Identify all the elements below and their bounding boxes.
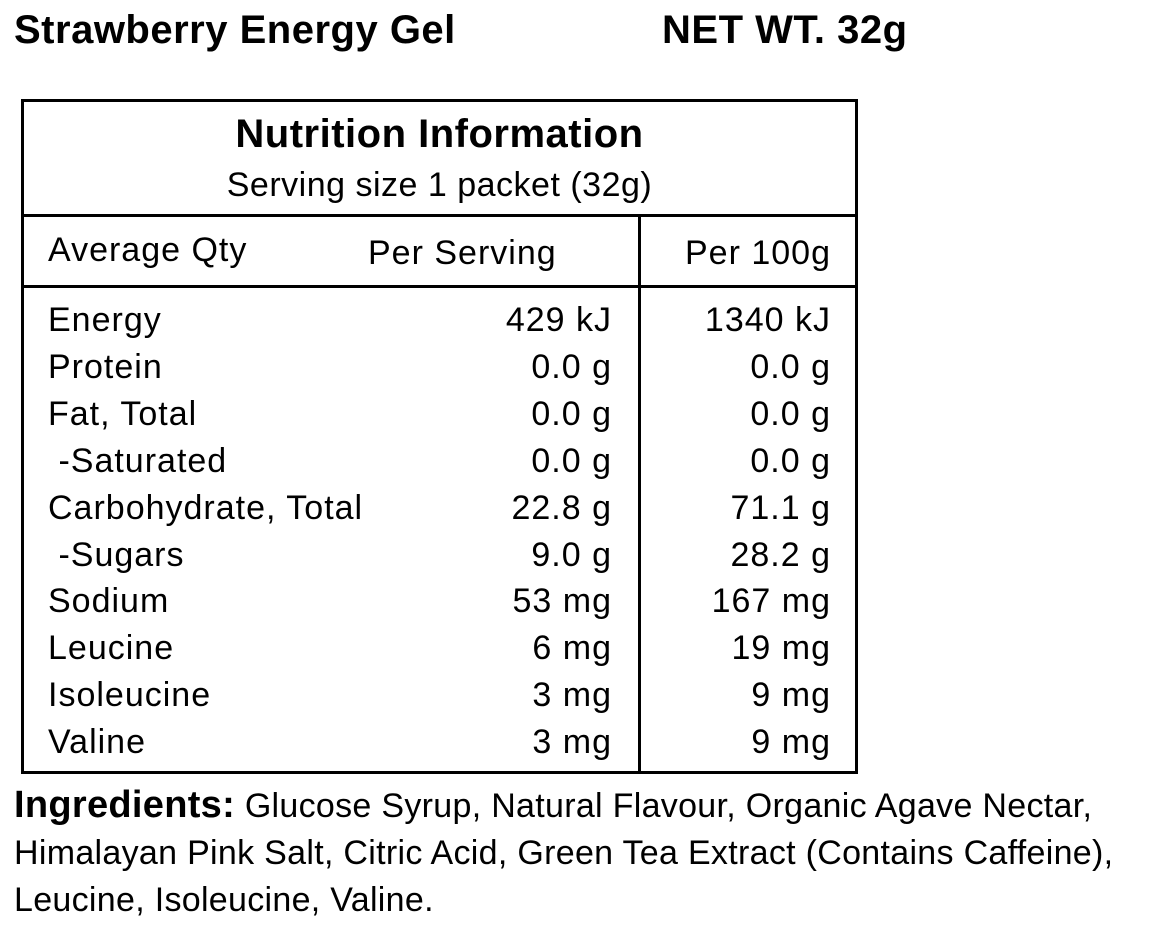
product-title: Strawberry Energy Gel xyxy=(14,8,456,52)
nutrient-name: -Sugars xyxy=(48,535,185,574)
column-header: Per Serving xyxy=(368,234,557,272)
nutrient-name: Energy xyxy=(48,301,162,339)
per-serving: 3 mg xyxy=(532,676,612,715)
nutrient-name: -Saturated xyxy=(48,441,228,480)
nutrient-name: Leucine xyxy=(48,629,175,668)
per-100g: 1340 kJ xyxy=(704,301,831,339)
column-header: Per 100g xyxy=(685,234,831,272)
per-serving: 6 mg xyxy=(532,629,612,668)
per-serving: 0.0 g xyxy=(531,394,612,433)
ingredients-label: Ingredients: xyxy=(14,784,236,826)
per-serving: 22.8 g xyxy=(511,488,612,527)
net-weight: NET WT. 32g xyxy=(662,8,908,52)
per-serving: 9.0 g xyxy=(531,535,612,574)
per-serving: 429 kJ xyxy=(505,301,612,339)
ingredients: Ingredients: Glucose Syrup, Natural Flav… xyxy=(14,782,1154,924)
per-100g: 0.0 g xyxy=(750,347,831,386)
divider xyxy=(24,285,855,288)
per-100g: 9 mg xyxy=(751,676,831,715)
per-100g: 0.0 g xyxy=(750,441,831,480)
per-100g: 19 mg xyxy=(731,629,831,668)
per-100g: 28.2 g xyxy=(730,535,831,574)
nutrient-name: Valine xyxy=(48,723,146,762)
nutrient-name: Isoleucine xyxy=(48,676,212,715)
per-100g: 167 mg xyxy=(711,582,831,621)
nutrient-name: Carbohydrate, Total xyxy=(48,488,364,527)
per-100g: 9 mg xyxy=(751,723,831,762)
divider xyxy=(24,214,855,217)
per-serving: 3 mg xyxy=(532,723,612,762)
ingredients-text: Glucose Syrup, Natural Flavour, Organic … xyxy=(14,787,1114,919)
per-100g: 71.1 g xyxy=(730,488,831,527)
per-serving: 53 mg xyxy=(512,582,612,621)
per-serving: 0.0 g xyxy=(531,441,612,480)
per-serving: 0.0 g xyxy=(531,347,612,386)
nutrient-name: Sodium xyxy=(48,582,170,621)
nutrient-name: Fat, Total xyxy=(48,394,198,433)
per-100g: 0.0 g xyxy=(750,394,831,433)
nutrient-name: Protein xyxy=(48,347,163,386)
nutrition-panel: Nutrition Information Serving size 1 pac… xyxy=(21,99,858,774)
serving-size: Serving size 1 packet (32g) xyxy=(226,166,653,204)
panel-title: Nutrition Information xyxy=(235,112,644,156)
column-divider xyxy=(638,214,641,771)
column-header: Average Qty xyxy=(48,231,248,269)
